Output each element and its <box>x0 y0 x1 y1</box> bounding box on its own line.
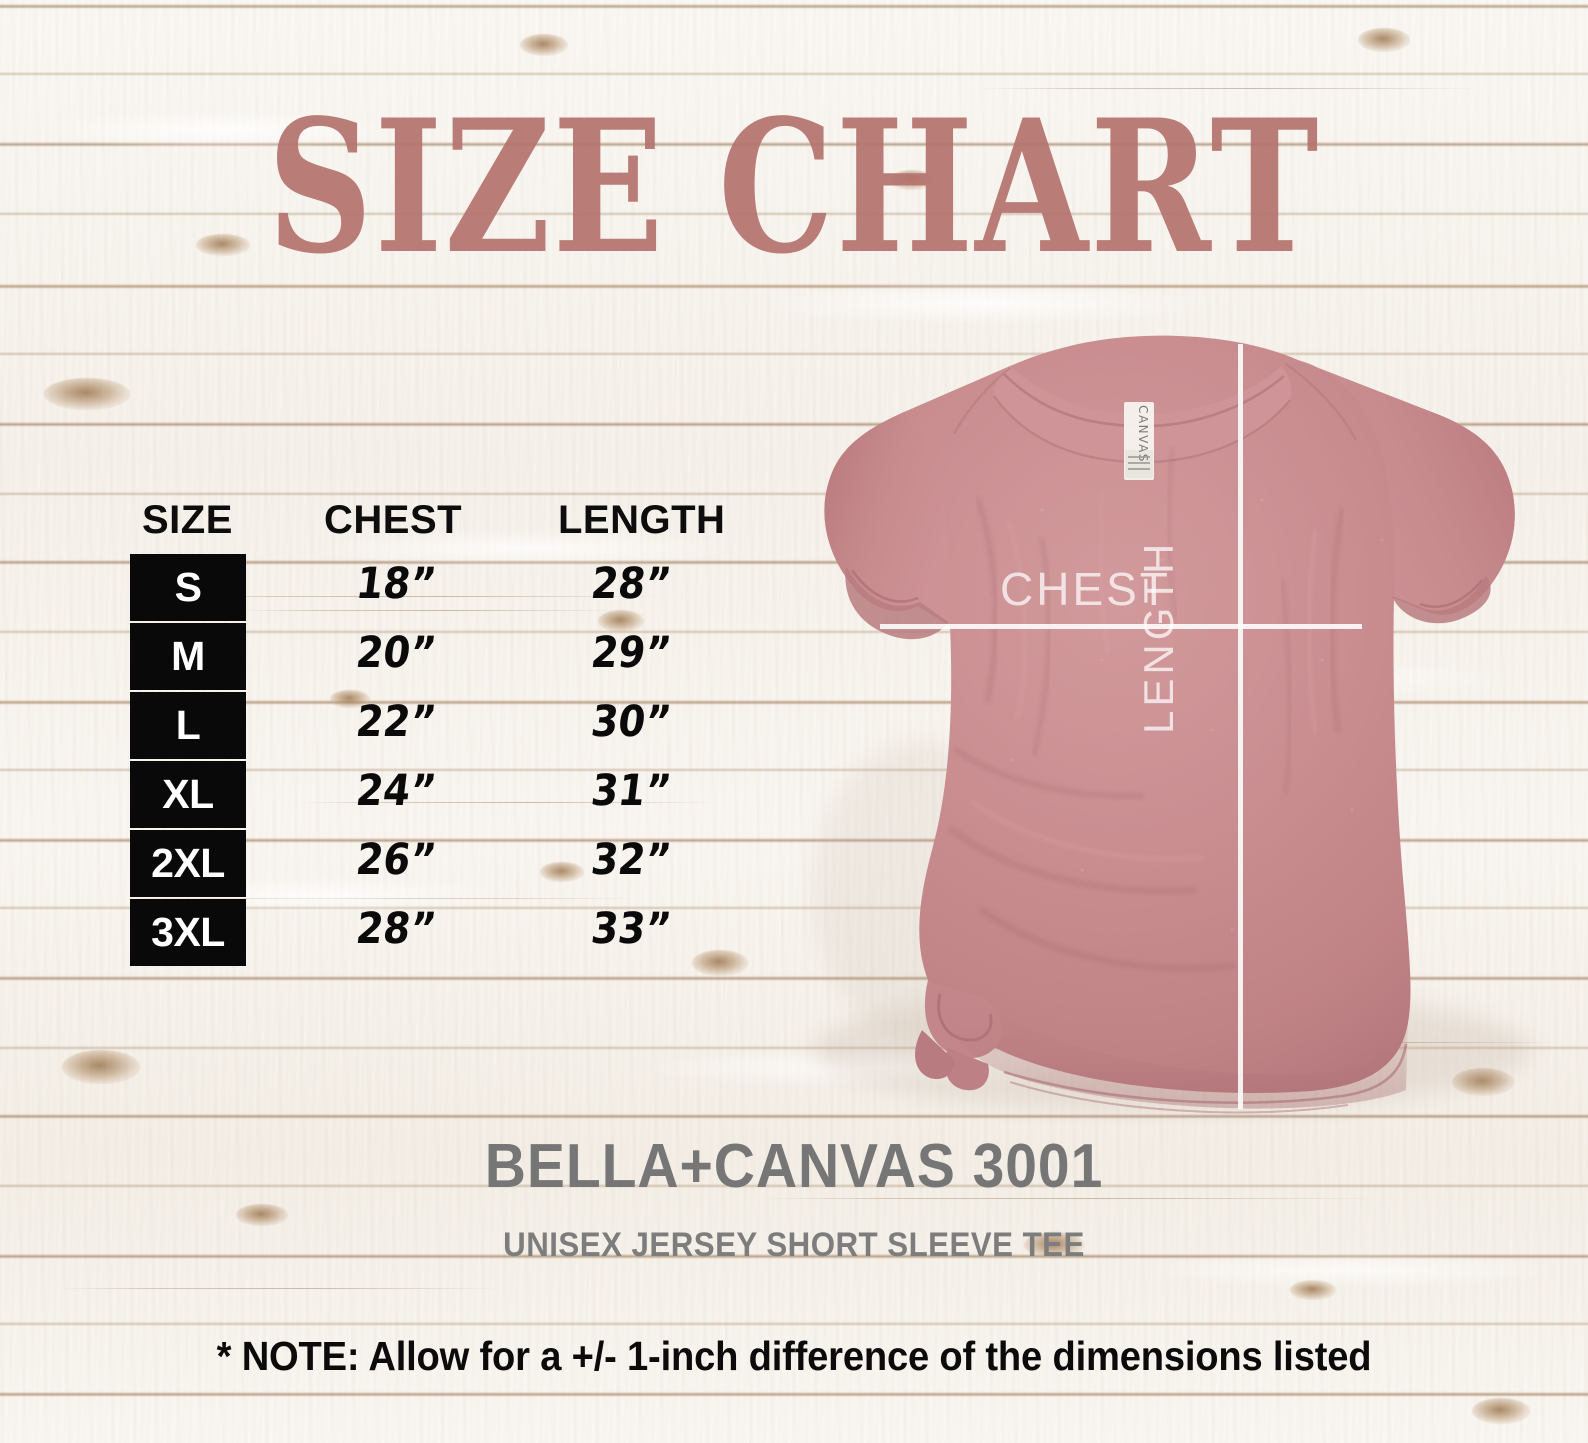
size-badge: S <box>130 554 246 621</box>
chest-value: 20” <box>353 628 439 678</box>
size-badge: M <box>130 623 246 690</box>
size-label: 2XL <box>151 840 225 886</box>
chest-value: 26” <box>353 835 439 885</box>
chest-value: 18” <box>353 559 439 609</box>
size-badge: 2XL <box>130 830 246 897</box>
length-value: 29” <box>588 628 674 678</box>
size-label: M <box>171 633 205 679</box>
size-badge: 3XL <box>130 899 246 966</box>
brand-name: BELLA+CANVAS 3001 <box>484 1132 1104 1201</box>
chest-value: 22” <box>353 697 439 747</box>
neck-label: CANVAS <box>1124 402 1154 480</box>
size-badge: XL <box>130 761 246 828</box>
chest-value: 24” <box>353 766 439 816</box>
length-value: 30” <box>588 697 674 747</box>
column-header-chest: CHEST <box>324 498 463 542</box>
page-title: SIZE CHART <box>267 80 1321 295</box>
table-row: S 18” 28” <box>130 554 760 623</box>
length-value: 32” <box>588 835 674 885</box>
length-value: 31” <box>588 766 674 816</box>
table-header-row: SIZE CHEST LENGTH <box>130 498 760 554</box>
note-text: * NOTE: Allow for a +/- 1-inch differenc… <box>216 1333 1372 1379</box>
tshirt-illustration: CANVAS <box>812 335 1532 1114</box>
size-label: L <box>175 702 201 748</box>
size-badge: L <box>130 692 246 759</box>
size-label: XL <box>162 771 214 817</box>
length-value: 28” <box>588 559 674 609</box>
size-label: S <box>174 564 202 610</box>
table-row: 2XL 26” 32” <box>130 830 760 899</box>
svg-text:CANVAS: CANVAS <box>1136 405 1150 463</box>
table-row: XL 24” 31” <box>130 761 760 830</box>
chest-value: 28” <box>353 904 439 954</box>
length-value: 33” <box>588 904 674 954</box>
table-row: L 22” 30” <box>130 692 760 761</box>
size-label: 3XL <box>151 909 225 955</box>
table-row: M 20” 29” <box>130 623 760 692</box>
tshirt-photo: CANVAS <box>742 330 1588 1130</box>
column-header-length: LENGTH <box>558 498 726 542</box>
column-header-size: SIZE <box>142 498 233 542</box>
table-row: 3XL 28” 33” <box>130 899 760 968</box>
size-table: SIZE CHEST LENGTH S 18” 28” M 20” 29” L … <box>130 498 760 968</box>
brand-subtitle: UNISEX JERSEY SHORT SLEEVE TEE <box>503 1226 1085 1264</box>
